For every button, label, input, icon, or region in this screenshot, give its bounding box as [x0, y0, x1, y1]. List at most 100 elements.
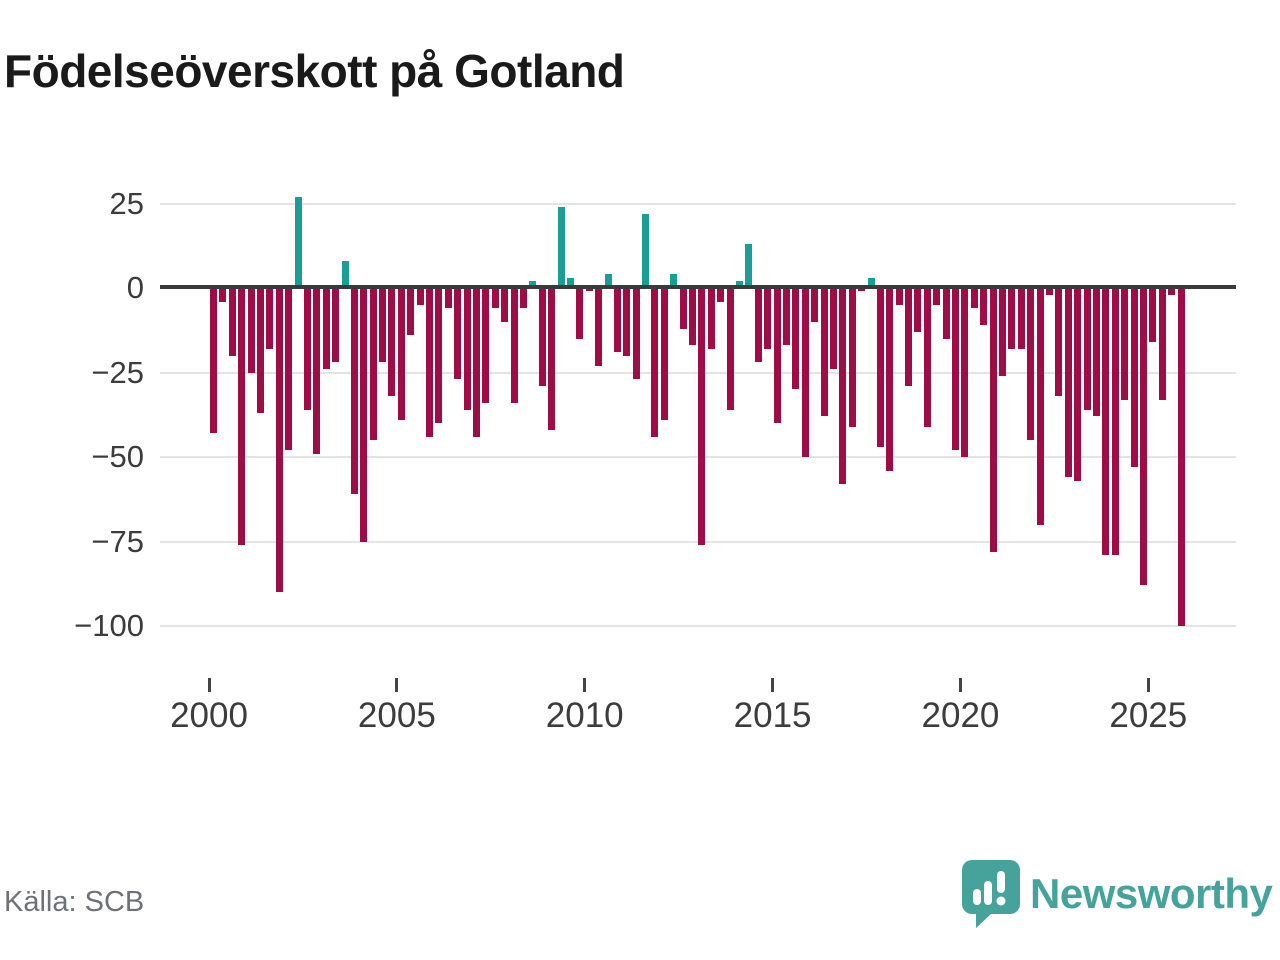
bar-2006Q1 — [435, 288, 443, 424]
bar-2015Q1 — [773, 288, 781, 424]
x-tick-2010 — [583, 678, 587, 692]
bar-2004Q3 — [379, 288, 387, 363]
x-tick-label-2015: 2015 — [733, 696, 812, 735]
y-tick-label-0: 0 — [126, 270, 144, 305]
bar-2018Q1 — [886, 288, 894, 471]
newsworthy-logo-icon — [962, 860, 1020, 928]
bar-2008Q2 — [519, 288, 527, 309]
bar-2024Q2 — [1121, 288, 1129, 400]
bar-2023Q3 — [1092, 288, 1100, 417]
bar-2009Q3 — [566, 277, 574, 288]
bar-2016Q1 — [811, 288, 819, 322]
bar-2021Q2 — [1008, 288, 1016, 349]
bar-2016Q3 — [829, 288, 837, 370]
bar-2010Q4 — [613, 288, 621, 353]
bar-2011Q2 — [632, 288, 640, 380]
bar-2004Q1 — [360, 288, 368, 542]
bar-2001Q4 — [275, 288, 283, 593]
x-tick-2005 — [395, 678, 399, 692]
bar-2025Q2 — [1158, 288, 1166, 400]
bar-2003Q1 — [322, 288, 330, 370]
bar-2015Q4 — [801, 288, 809, 457]
newsworthy-logo: Newsworthy — [960, 858, 1280, 938]
bar-2025Q3 — [1168, 288, 1176, 295]
bar-2017Q2 — [858, 288, 866, 292]
plot-area: 25 0 −25 −50 −75 −100 2000 2005 2010 2015 2020 2025 — [74, 186, 1236, 735]
bar-2002Q4 — [313, 288, 321, 454]
bar-2013Q4 — [726, 288, 734, 410]
bar-2013Q2 — [707, 288, 715, 349]
bar-2016Q2 — [820, 288, 828, 417]
bar-2014Q2 — [745, 244, 753, 288]
bar-2003Q2 — [332, 288, 340, 363]
bar-2022Q3 — [1055, 288, 1063, 397]
bar-2009Q4 — [576, 288, 584, 339]
newsworthy-logo-text: Newsworthy — [1030, 870, 1273, 917]
bar-2005Q1 — [397, 288, 405, 420]
bar-2020Q3 — [980, 288, 988, 326]
bar-2025Q1 — [1149, 288, 1157, 343]
bar-2008Q4 — [538, 288, 546, 387]
bar-2014Q3 — [754, 288, 762, 363]
bar-2022Q1 — [1036, 288, 1044, 525]
bar-2006Q2 — [444, 288, 452, 309]
bar-2001Q1 — [247, 288, 255, 373]
source-label: Källa: SCB — [4, 886, 145, 918]
bar-2010Q3 — [604, 274, 612, 288]
bar-2025Q4 — [1177, 288, 1185, 626]
bar-2003Q4 — [350, 288, 358, 495]
bar-2022Q4 — [1064, 288, 1072, 478]
bar-2016Q4 — [839, 288, 847, 485]
y-tick-label-25: 25 — [109, 185, 144, 221]
bar-2006Q4 — [463, 288, 471, 410]
bar-2021Q3 — [1017, 288, 1025, 349]
bar-2000Q3 — [228, 288, 236, 356]
bar-2008Q1 — [510, 288, 518, 403]
bar-2010Q1 — [585, 288, 593, 292]
bar-2017Q3 — [867, 277, 875, 288]
bar-2000Q4 — [238, 288, 246, 545]
bar-2022Q2 — [1046, 288, 1053, 295]
bar-2018Q3 — [905, 288, 913, 387]
bar-2014Q1 — [736, 281, 744, 288]
bar-2004Q2 — [369, 288, 377, 441]
bar-2005Q3 — [416, 288, 424, 305]
bar-2002Q1 — [285, 288, 293, 451]
bar-2003Q3 — [341, 260, 349, 288]
bar-2005Q2 — [407, 288, 415, 336]
bar-2019Q4 — [952, 288, 960, 451]
gridline--100 — [160, 625, 1236, 627]
y-tick-label--25: −25 — [91, 354, 144, 390]
bar-2013Q3 — [717, 288, 725, 302]
bar-2024Q1 — [1111, 288, 1119, 556]
gridline--50 — [160, 456, 1236, 458]
bar-2012Q1 — [660, 288, 668, 420]
bar-2009Q2 — [557, 206, 565, 288]
x-tick-label-2000: 2000 — [170, 696, 248, 735]
bar-2021Q4 — [1027, 288, 1035, 441]
bar-2007Q4 — [501, 288, 509, 322]
bar-2002Q2 — [294, 196, 302, 288]
bar-2008Q3 — [529, 281, 537, 288]
bar-2023Q2 — [1083, 288, 1091, 410]
bar-2015Q3 — [792, 288, 800, 390]
bar-2007Q1 — [473, 288, 480, 437]
x-tick-2020 — [958, 678, 962, 692]
bar-2013Q1 — [698, 288, 706, 545]
bar-2024Q4 — [1139, 288, 1147, 586]
x-tick-label-2010: 2010 — [545, 696, 624, 735]
bar-2012Q3 — [679, 288, 687, 329]
gridline--75 — [160, 540, 1236, 543]
bar-2018Q2 — [895, 288, 903, 305]
bar-2000Q1 — [210, 288, 217, 434]
bar-2023Q1 — [1074, 288, 1082, 481]
x-tick-label-2025: 2025 — [1109, 696, 1188, 735]
bar-2018Q4 — [914, 288, 922, 332]
x-tick-2015 — [771, 678, 775, 692]
bar-2020Q2 — [970, 288, 978, 309]
gridline-25 — [160, 202, 1236, 205]
bar-2017Q4 — [876, 288, 884, 447]
bar-2011Q1 — [623, 288, 631, 356]
bar-2007Q3 — [491, 288, 499, 309]
bar-2001Q2 — [256, 288, 264, 414]
